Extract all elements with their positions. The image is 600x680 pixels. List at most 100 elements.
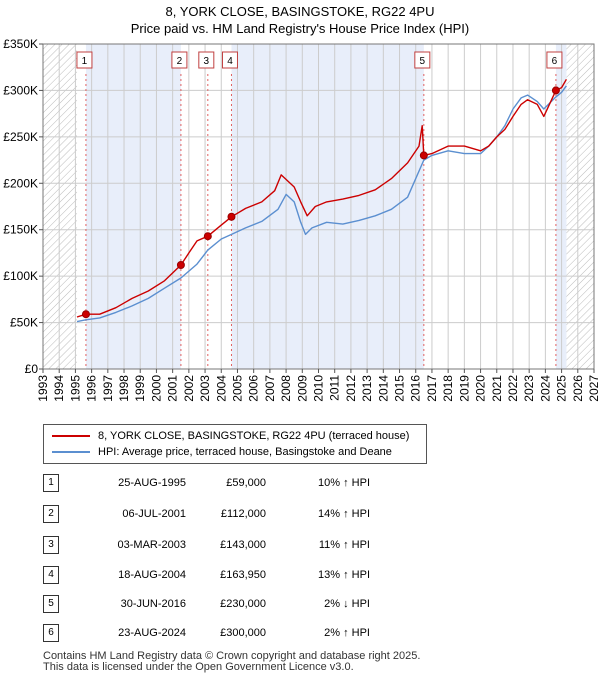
sale-number-box: 5 [414, 51, 431, 69]
x-tick-label: 2022 [506, 375, 520, 402]
legend-item-hpi: HPI: Average price, terraced house, Basi… [52, 444, 392, 460]
sale-date: 25-AUG-1995 [118, 477, 186, 489]
sale-box-label: 6 [552, 56, 558, 67]
sale-row: 1 25-AUG-1995 £59,000 10% ↑ HPI [0, 473, 600, 493]
x-tick-label: 2001 [166, 375, 180, 402]
x-tick-label: 2010 [312, 375, 326, 402]
sale-number-box: 6 [546, 51, 563, 69]
sale-number: 4 [43, 566, 59, 584]
sale-date: 30-JUN-2016 [120, 598, 186, 610]
sale-box-frame [221, 51, 238, 69]
x-tick-label: 2008 [279, 375, 293, 402]
sale-price: £143,000 [220, 539, 266, 551]
sale-number: 6 [43, 624, 59, 642]
chart-title: 8, YORK CLOSE, BASINGSTOKE, RG22 4PU Pri… [0, 3, 600, 37]
x-tick-label: 2006 [247, 375, 261, 402]
subtitle-text: Price paid vs. HM Land Registry's House … [130, 21, 470, 36]
x-tick-label: 2025 [555, 375, 569, 402]
x-tick-label: 2011 [328, 375, 342, 401]
x-tick-label: 2012 [344, 375, 358, 402]
shaded-range [231, 44, 424, 369]
x-tick-label: 2021 [490, 375, 504, 402]
sale-price: £163,950 [220, 569, 266, 581]
y-tick-label: £100K [3, 269, 38, 283]
sale-box-frame [414, 51, 431, 69]
hpi-series-line [76, 85, 567, 323]
legend-label-price: 8, YORK CLOSE, BASINGSTOKE, RG22 4PU (te… [98, 430, 410, 442]
sale-hpi: 2% ↓ HPI [324, 598, 370, 610]
sale-row: 2 06-JUL-2001 £112,000 14% ↑ HPI [0, 504, 600, 524]
sale-date: 03-MAR-2003 [117, 539, 186, 551]
sale-hpi: 14% ↑ HPI [318, 508, 370, 520]
sale-point [227, 212, 236, 221]
x-tick-label: 1993 [36, 375, 50, 402]
x-tick-label: 2017 [425, 375, 439, 402]
sale-point [551, 86, 560, 95]
y-tick-label: £200K [3, 176, 38, 190]
sale-price: £112,000 [220, 508, 266, 520]
y-tick-label: £150K [3, 223, 38, 237]
sale-date: 06-JUL-2001 [122, 508, 186, 520]
sale-price: £300,000 [220, 627, 266, 639]
legend: 8, YORK CLOSE, BASINGSTOKE, RG22 4PU (te… [43, 424, 427, 464]
price-chart: 1 2 3 4 5 6 £0 £50K £100K £150K £200K £250K £300K £3… [3, 37, 600, 402]
sale-point [203, 232, 212, 241]
x-tick-label: 2009 [295, 375, 309, 402]
sale-price: £230,000 [220, 598, 266, 610]
legend-label-hpi: HPI: Average price, terraced house, Basi… [98, 446, 392, 458]
sale-row: 5 30-JUN-2016 £230,000 2% ↓ HPI [0, 594, 600, 614]
sale-row: 6 23-AUG-2024 £300,000 2% ↑ HPI [0, 623, 600, 643]
sale-date: 23-AUG-2024 [118, 627, 186, 639]
price-series-line [76, 78, 568, 318]
legend-item-price: 8, YORK CLOSE, BASINGSTOKE, RG22 4PU (te… [52, 428, 409, 444]
x-tick-label: 2024 [538, 375, 552, 402]
footer: Contains HM Land Registry data © Crown c… [43, 651, 420, 673]
x-tick-label: 2026 [571, 375, 585, 402]
footer-line-1: Contains HM Land Registry data © Crown c… [43, 650, 421, 662]
sale-point [176, 261, 185, 269]
x-tick-label: 2018 [441, 375, 455, 402]
sale-number: 2 [43, 505, 59, 523]
y-tick-label: £300K [3, 83, 38, 97]
shaded-range [85, 44, 181, 369]
sale-number: 5 [43, 595, 59, 613]
sale-number-box: 2 [171, 51, 188, 69]
x-tick-label: 1997 [101, 375, 115, 402]
x-tick-label: 1995 [68, 375, 82, 402]
sale-box-label: 1 [82, 56, 88, 67]
sale-box-frame [171, 51, 188, 69]
x-tick-label: 1996 [85, 375, 99, 402]
sale-box-label: 5 [420, 56, 426, 67]
sale-box-label: 4 [227, 56, 233, 67]
sale-number: 3 [43, 536, 59, 554]
x-tick-label: 1999 [133, 375, 147, 402]
x-tick-label: 2020 [474, 375, 488, 402]
sale-hpi: 10% ↑ HPI [318, 477, 370, 489]
y-tick-label: £250K [3, 130, 38, 144]
sale-point [419, 151, 428, 160]
title-text: 8, YORK CLOSE, BASINGSTOKE, RG22 4PU [165, 4, 435, 19]
x-tick-label: 1994 [52, 375, 66, 402]
x-tick-label: 2003 [198, 375, 212, 402]
sale-box-frame [546, 51, 563, 69]
sale-hpi: 11% ↑ HPI [318, 539, 370, 551]
x-tick-label: 2016 [409, 375, 423, 402]
x-tick-label: 2013 [360, 375, 374, 402]
footer-line-2: This data is licensed under the Open Gov… [43, 661, 354, 673]
legend-swatch-hpi [52, 451, 90, 454]
x-tick-label: 2023 [522, 375, 536, 402]
sale-number-box: 3 [198, 51, 215, 69]
sale-price: £59,000 [226, 477, 266, 489]
x-tick-label: 2015 [393, 375, 407, 402]
x-tick-label: 2000 [149, 375, 163, 402]
sale-row: 3 03-MAR-2003 £143,000 11% ↑ HPI [0, 535, 600, 555]
sale-box-frame [198, 51, 215, 69]
hatched-range [566, 44, 594, 369]
legend-swatch-price [52, 435, 90, 438]
sale-hpi: 2% ↑ HPI [324, 627, 370, 639]
x-tick-label: 2019 [457, 375, 471, 402]
x-tick-label: 2014 [376, 375, 390, 402]
x-tick-label: 2005 [230, 375, 244, 402]
sale-box-label: 2 [177, 56, 183, 67]
x-tick-label: 1998 [117, 375, 131, 402]
